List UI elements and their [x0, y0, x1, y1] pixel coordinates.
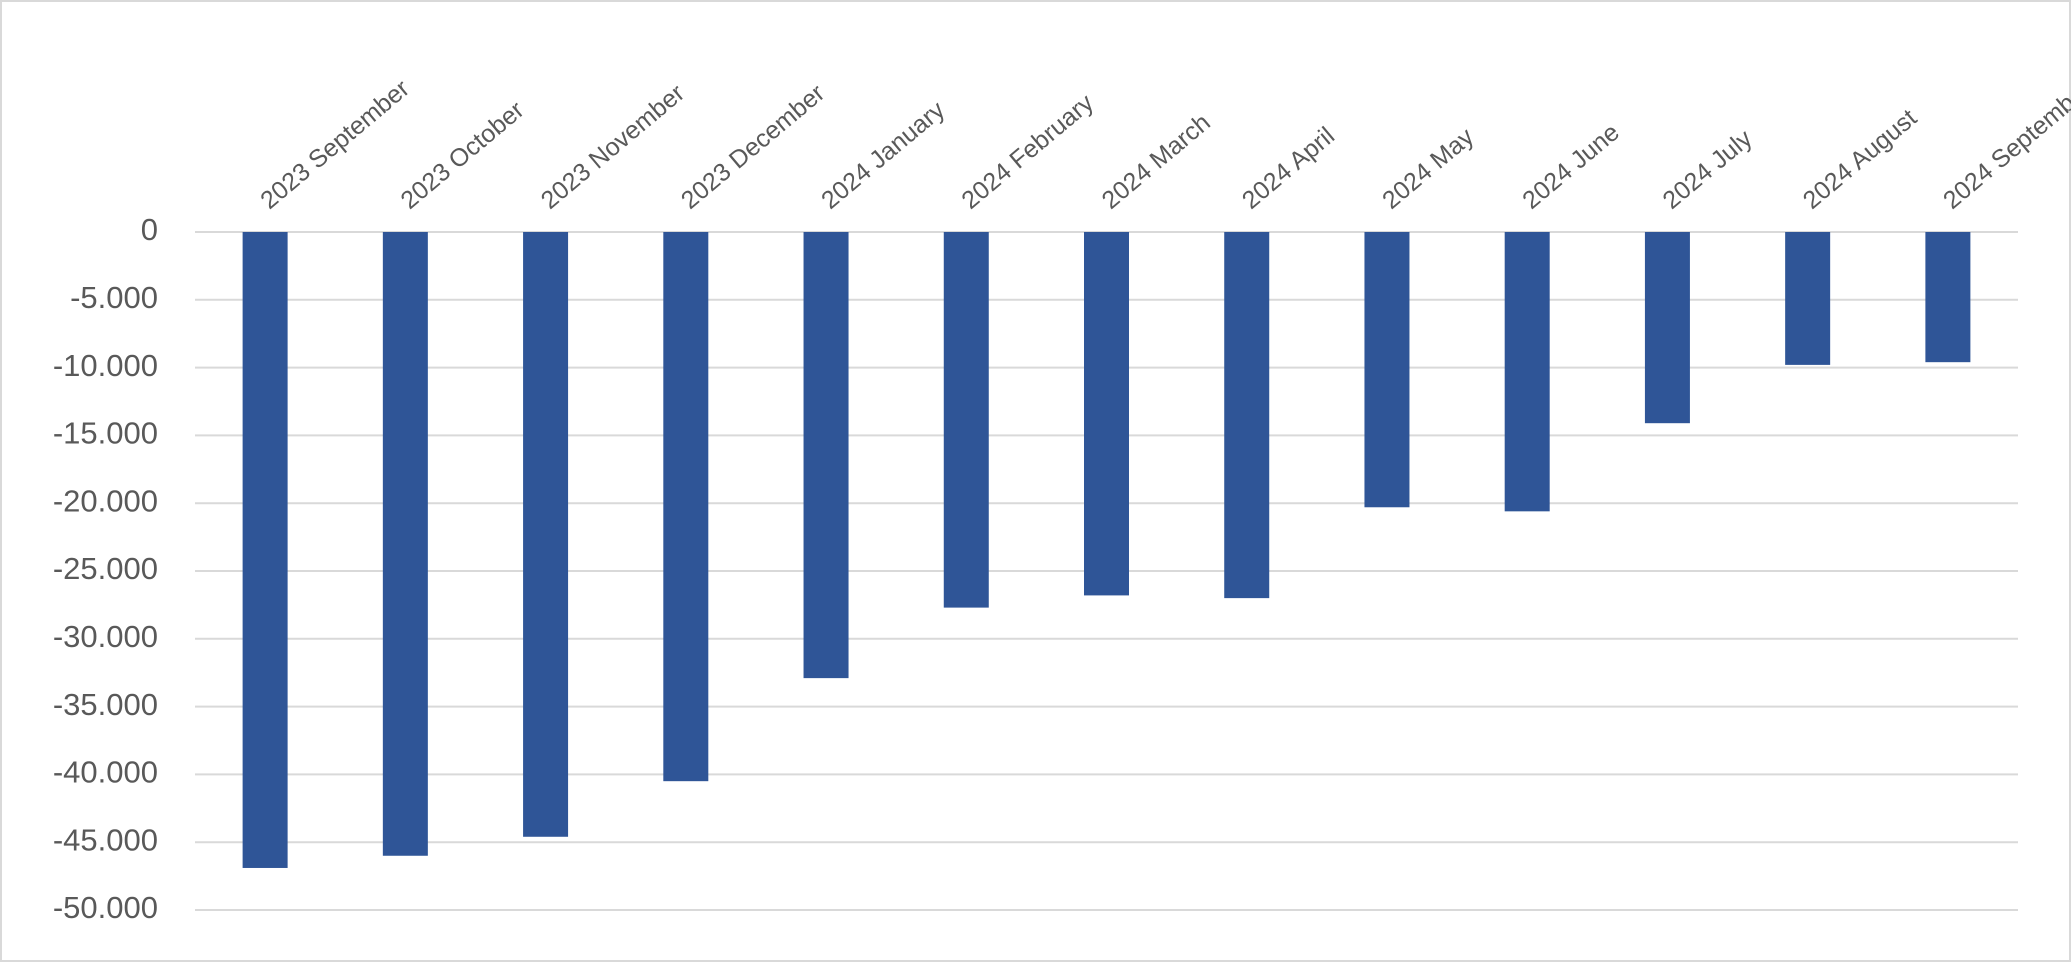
- y-tick-label: -15.000: [53, 416, 158, 451]
- bar: [943, 232, 989, 608]
- y-tick-label: -35.000: [53, 687, 158, 722]
- bar: [523, 232, 569, 837]
- y-tick-label: -5.000: [70, 280, 158, 315]
- bar: [1785, 232, 1831, 365]
- bar: [242, 232, 288, 868]
- bar: [1644, 232, 1690, 424]
- bar: [1925, 232, 1971, 363]
- y-tick-label: 0: [141, 212, 158, 247]
- bar: [382, 232, 428, 856]
- bar: [1364, 232, 1410, 508]
- y-tick-label: -50.000: [53, 890, 158, 925]
- bar: [1084, 232, 1129, 596]
- y-tick-label: -25.000: [53, 551, 158, 586]
- y-tick-label: -20.000: [53, 483, 158, 518]
- y-tick-label: -40.000: [53, 755, 158, 790]
- bar: [1504, 232, 1550, 512]
- y-tick-label: -45.000: [53, 822, 158, 857]
- bar: [663, 232, 709, 782]
- y-tick-label: -30.000: [53, 619, 158, 654]
- bar: [803, 232, 849, 679]
- y-tick-label: -10.000: [53, 348, 158, 383]
- bar: [1224, 232, 1270, 599]
